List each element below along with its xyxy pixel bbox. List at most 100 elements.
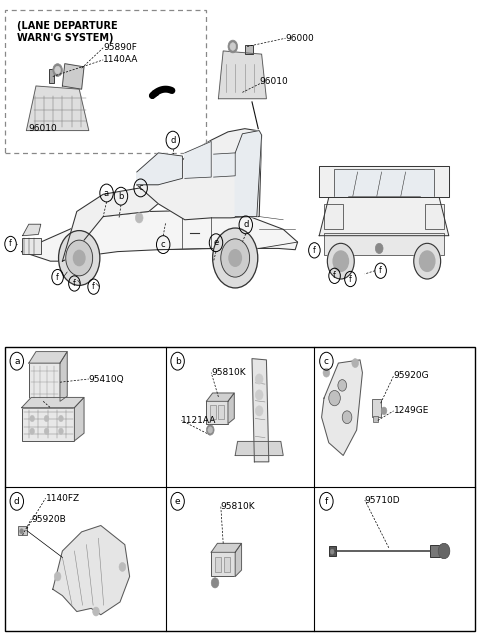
- Text: (LANE DEPARTURE
WARN'G SYSTEM): (LANE DEPARTURE WARN'G SYSTEM): [17, 21, 118, 43]
- Text: f: f: [313, 246, 316, 255]
- Text: d: d: [243, 220, 249, 229]
- Text: f: f: [325, 497, 328, 506]
- Text: 95920G: 95920G: [394, 371, 429, 380]
- Polygon shape: [214, 153, 235, 177]
- Circle shape: [30, 415, 35, 422]
- Text: 95810K: 95810K: [211, 368, 246, 377]
- Polygon shape: [22, 210, 298, 261]
- Circle shape: [93, 607, 99, 616]
- Polygon shape: [23, 224, 41, 236]
- Polygon shape: [26, 86, 89, 131]
- Polygon shape: [235, 131, 262, 217]
- Circle shape: [255, 406, 263, 416]
- Text: a: a: [104, 189, 109, 197]
- Text: 95890F: 95890F: [103, 43, 137, 52]
- Text: e: e: [214, 238, 218, 247]
- Circle shape: [59, 231, 100, 285]
- Circle shape: [330, 549, 334, 554]
- Circle shape: [53, 64, 62, 76]
- Circle shape: [135, 213, 143, 223]
- Bar: [372, 399, 381, 417]
- Text: f: f: [73, 279, 76, 288]
- Bar: [425, 204, 444, 229]
- Circle shape: [73, 250, 85, 266]
- Circle shape: [44, 415, 49, 422]
- Circle shape: [119, 562, 126, 571]
- Text: f: f: [56, 273, 59, 282]
- Circle shape: [381, 407, 387, 415]
- Text: c: c: [138, 183, 143, 192]
- Text: b: b: [175, 357, 180, 366]
- Polygon shape: [53, 526, 130, 615]
- Circle shape: [211, 578, 219, 588]
- Polygon shape: [235, 441, 283, 455]
- Circle shape: [420, 251, 435, 271]
- Polygon shape: [62, 185, 166, 261]
- Text: 96000: 96000: [286, 34, 314, 43]
- Text: 95410Q: 95410Q: [89, 375, 124, 383]
- Polygon shape: [235, 543, 241, 576]
- Polygon shape: [60, 352, 67, 401]
- Text: f: f: [9, 240, 12, 248]
- Text: 96010: 96010: [259, 77, 288, 86]
- Circle shape: [414, 243, 441, 279]
- Bar: [206, 401, 228, 424]
- Circle shape: [342, 411, 352, 424]
- Circle shape: [59, 415, 63, 422]
- Circle shape: [230, 43, 236, 50]
- Text: 95710D: 95710D: [365, 496, 400, 505]
- Text: 1121AA: 1121AA: [181, 416, 217, 425]
- Polygon shape: [137, 129, 262, 220]
- Text: 95810K: 95810K: [221, 502, 255, 511]
- Polygon shape: [322, 360, 362, 455]
- Text: 1249GE: 1249GE: [394, 406, 429, 415]
- Bar: [324, 233, 444, 255]
- Text: f: f: [349, 275, 352, 283]
- Circle shape: [229, 250, 241, 266]
- Circle shape: [55, 66, 60, 74]
- Circle shape: [66, 240, 93, 276]
- Text: 1140AA: 1140AA: [103, 55, 139, 64]
- Text: 1140FZ: 1140FZ: [46, 494, 80, 503]
- Bar: [218, 405, 224, 419]
- Polygon shape: [137, 153, 182, 185]
- Polygon shape: [228, 393, 234, 424]
- Bar: [5, 347, 475, 631]
- Bar: [324, 204, 343, 229]
- Bar: [245, 45, 253, 54]
- Circle shape: [327, 243, 354, 279]
- Polygon shape: [185, 141, 211, 178]
- Text: 95920B: 95920B: [31, 515, 66, 524]
- Circle shape: [228, 40, 238, 53]
- Bar: [373, 416, 378, 422]
- Polygon shape: [206, 393, 234, 401]
- Circle shape: [44, 428, 49, 434]
- Bar: [18, 526, 27, 535]
- Circle shape: [352, 359, 359, 368]
- Circle shape: [213, 228, 258, 288]
- Circle shape: [338, 380, 347, 391]
- Bar: [22, 408, 74, 441]
- Circle shape: [329, 390, 340, 406]
- Text: c: c: [324, 357, 329, 366]
- Bar: [334, 169, 434, 197]
- Circle shape: [333, 251, 348, 271]
- Circle shape: [30, 428, 35, 434]
- Text: a: a: [14, 357, 20, 366]
- Circle shape: [438, 543, 450, 559]
- Text: d: d: [14, 497, 20, 506]
- Polygon shape: [74, 397, 84, 441]
- Bar: [5, 10, 206, 153]
- Circle shape: [255, 390, 263, 400]
- Circle shape: [208, 427, 213, 433]
- Text: f: f: [379, 266, 382, 275]
- Polygon shape: [319, 166, 449, 197]
- Text: f: f: [333, 271, 336, 280]
- Circle shape: [206, 425, 214, 435]
- Text: 96010: 96010: [29, 124, 58, 133]
- Circle shape: [20, 529, 24, 534]
- Text: e: e: [175, 497, 180, 506]
- Circle shape: [59, 428, 63, 434]
- Circle shape: [323, 368, 330, 377]
- Bar: [430, 545, 442, 557]
